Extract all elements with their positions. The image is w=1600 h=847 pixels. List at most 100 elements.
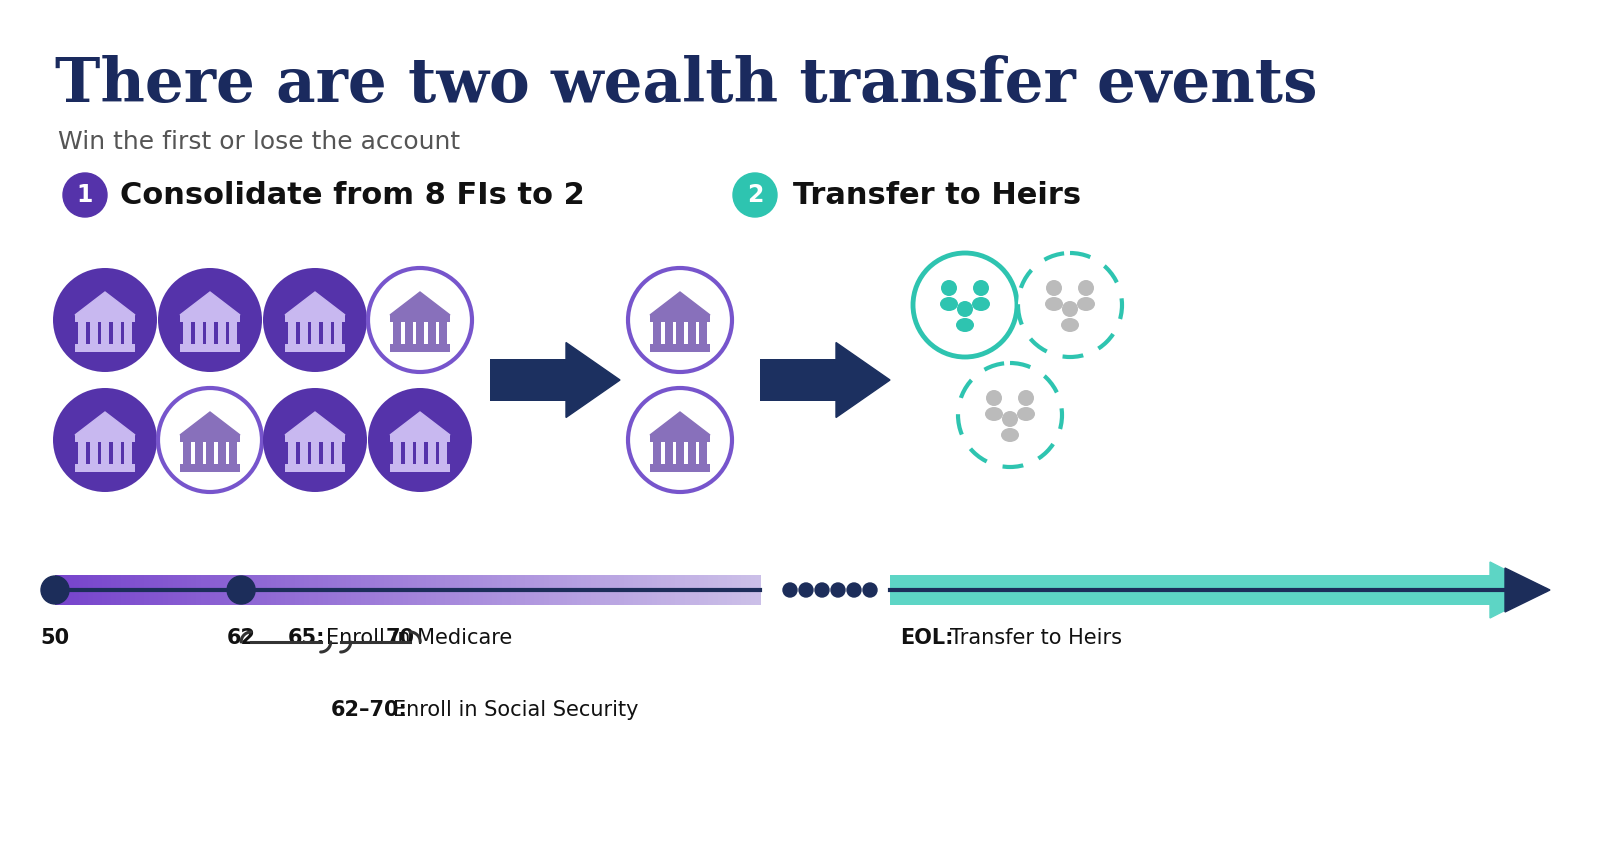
Bar bbox=[650, 464, 710, 472]
Bar bbox=[334, 442, 342, 464]
Bar bbox=[723, 575, 728, 605]
Bar bbox=[666, 575, 672, 605]
Ellipse shape bbox=[941, 297, 958, 311]
Bar bbox=[408, 575, 413, 605]
Bar bbox=[192, 575, 197, 605]
Bar bbox=[664, 322, 672, 344]
Bar bbox=[610, 575, 616, 605]
Bar bbox=[416, 442, 424, 464]
Bar bbox=[93, 575, 98, 605]
Bar bbox=[182, 575, 187, 605]
Bar bbox=[125, 575, 131, 605]
Bar bbox=[653, 322, 661, 344]
Circle shape bbox=[830, 583, 845, 597]
Bar bbox=[450, 575, 456, 605]
Bar bbox=[75, 315, 134, 322]
Circle shape bbox=[1078, 280, 1094, 296]
Bar bbox=[438, 442, 446, 464]
Bar bbox=[650, 344, 710, 352]
Bar bbox=[619, 575, 624, 605]
Bar bbox=[195, 442, 203, 464]
Circle shape bbox=[782, 583, 797, 597]
Bar bbox=[675, 575, 682, 605]
Bar bbox=[234, 575, 240, 605]
Bar bbox=[374, 575, 381, 605]
Bar bbox=[310, 442, 318, 464]
Text: Enroll in Social Security: Enroll in Social Security bbox=[392, 700, 638, 720]
Circle shape bbox=[42, 576, 69, 604]
Circle shape bbox=[158, 388, 262, 492]
Bar bbox=[258, 575, 262, 605]
Bar bbox=[318, 575, 323, 605]
Bar bbox=[75, 435, 134, 442]
Bar bbox=[179, 315, 240, 322]
Bar bbox=[379, 575, 386, 605]
Bar bbox=[426, 575, 432, 605]
Bar bbox=[643, 575, 648, 605]
Bar bbox=[394, 322, 402, 344]
Bar bbox=[288, 322, 296, 344]
Bar bbox=[101, 442, 109, 464]
Bar bbox=[688, 442, 696, 464]
Bar bbox=[333, 575, 338, 605]
Bar bbox=[650, 435, 710, 442]
Circle shape bbox=[1018, 390, 1034, 406]
Bar bbox=[741, 575, 747, 605]
Circle shape bbox=[986, 390, 1002, 406]
Bar bbox=[229, 575, 235, 605]
Bar bbox=[530, 575, 536, 605]
Bar bbox=[651, 575, 658, 605]
Bar bbox=[438, 322, 446, 344]
Bar bbox=[746, 575, 752, 605]
Circle shape bbox=[862, 583, 877, 597]
Bar bbox=[117, 575, 122, 605]
Bar bbox=[163, 575, 170, 605]
Bar bbox=[418, 575, 422, 605]
Bar bbox=[586, 575, 592, 605]
Bar bbox=[360, 575, 366, 605]
Bar bbox=[416, 322, 424, 344]
Bar bbox=[262, 575, 267, 605]
Bar bbox=[229, 442, 237, 464]
Bar bbox=[690, 575, 696, 605]
Ellipse shape bbox=[973, 297, 990, 311]
Text: Consolidate from 8 FIs to 2: Consolidate from 8 FIs to 2 bbox=[120, 180, 584, 209]
Bar bbox=[323, 575, 328, 605]
Ellipse shape bbox=[1077, 297, 1094, 311]
Bar bbox=[78, 442, 86, 464]
Circle shape bbox=[1018, 253, 1122, 357]
Circle shape bbox=[1062, 301, 1078, 317]
Bar bbox=[650, 315, 710, 322]
Ellipse shape bbox=[1061, 318, 1078, 332]
Bar bbox=[134, 575, 141, 605]
Bar bbox=[661, 575, 667, 605]
Bar bbox=[200, 575, 206, 605]
Bar bbox=[427, 442, 435, 464]
Text: There are two wealth transfer events: There are two wealth transfer events bbox=[54, 55, 1317, 115]
Bar bbox=[496, 575, 502, 605]
Polygon shape bbox=[835, 342, 890, 418]
Text: 50: 50 bbox=[40, 628, 69, 648]
Bar bbox=[699, 575, 704, 605]
Bar bbox=[520, 575, 526, 605]
Bar bbox=[699, 442, 707, 464]
Bar bbox=[130, 575, 136, 605]
Bar bbox=[350, 575, 357, 605]
Text: 1: 1 bbox=[77, 183, 93, 207]
Bar bbox=[355, 575, 362, 605]
Polygon shape bbox=[179, 292, 240, 315]
Bar bbox=[435, 575, 442, 605]
Bar bbox=[64, 575, 70, 605]
Bar bbox=[75, 344, 134, 352]
Bar bbox=[158, 575, 165, 605]
Bar bbox=[581, 575, 587, 605]
Bar bbox=[280, 575, 286, 605]
Bar bbox=[149, 575, 155, 605]
Bar bbox=[675, 322, 685, 344]
Bar bbox=[285, 575, 291, 605]
Circle shape bbox=[368, 268, 472, 372]
Bar bbox=[195, 575, 202, 605]
Text: Win the first or lose the account: Win the first or lose the account bbox=[58, 130, 461, 154]
Bar bbox=[253, 575, 258, 605]
Bar bbox=[179, 435, 240, 442]
